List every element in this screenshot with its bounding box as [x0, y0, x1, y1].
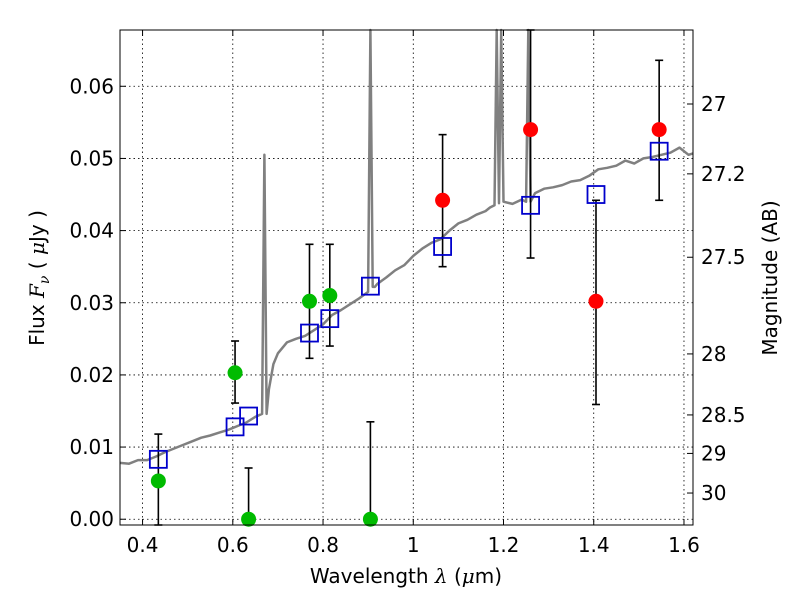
x-axis-label: Wavelength λ (μm)	[310, 564, 502, 588]
x-tick-label: 1.2	[488, 533, 520, 557]
y-tick-label: 0.02	[69, 363, 114, 387]
model-photometry-square	[433, 237, 452, 256]
green-point	[362, 511, 378, 527]
x-tick-label: 1.6	[668, 533, 700, 557]
model-photometry-square	[649, 141, 669, 161]
y-axis: 0.00 0.01 0.02 0.03 0.04 0.05 0.06	[69, 74, 126, 531]
red-point	[588, 293, 604, 309]
x-axis-label-text: Wavelength	[310, 564, 435, 588]
red-points	[435, 122, 667, 309]
model-photometry-square	[239, 406, 258, 426]
model-photometry-squares	[148, 141, 669, 469]
model-photometry-square	[521, 195, 540, 215]
y2-axis-label: Magnitude (AB)	[758, 200, 782, 355]
y2-tick-label: 29	[701, 441, 726, 465]
red-point	[435, 192, 451, 208]
model-photometry-square	[586, 185, 606, 204]
model-photometry-square	[148, 449, 168, 469]
y-axis-label: Flux Fν ( μJy )	[25, 210, 53, 346]
green-point	[227, 365, 243, 381]
y2-tick-label: 27	[701, 92, 726, 116]
y2-tick-label: 28.5	[701, 403, 746, 427]
green-point	[322, 288, 338, 304]
x-tick-label: 0.4	[127, 533, 159, 557]
plot-frame	[119, 29, 694, 526]
red-point	[651, 122, 667, 138]
x-tick-label: 1	[407, 533, 420, 557]
error-bars	[154, 29, 664, 526]
model-photometry-square	[320, 309, 340, 329]
y2-tick-label: 27.5	[701, 245, 746, 269]
x-tick-label: 0.6	[217, 533, 249, 557]
x-tick-label: 1.4	[578, 533, 610, 557]
green-points	[150, 288, 378, 527]
red-point	[523, 122, 539, 138]
green-point	[241, 511, 257, 527]
model-spectrum	[119, 28, 694, 465]
y-tick-label: 0.00	[69, 507, 114, 531]
x-axis: 0.4 0.6 0.8 1 1.2 1.4 1.6	[127, 30, 700, 557]
y-tick-label: 0.05	[69, 146, 114, 170]
y2-axis: 27 27.2 27.5 28 28.5 29 30	[687, 92, 746, 505]
grid	[120, 30, 693, 525]
green-point	[301, 293, 317, 309]
y2-tick-label: 28	[701, 342, 726, 366]
model-photometry-square	[361, 276, 380, 296]
y-tick-label: 0.03	[69, 291, 114, 315]
model-spectrum-line	[119, 28, 694, 465]
y-tick-label: 0.01	[69, 435, 114, 459]
model-photometry-square	[225, 417, 245, 437]
y2-tick-label: 30	[701, 481, 726, 505]
y-tick-label: 0.04	[69, 219, 114, 243]
model-photometry-square	[300, 323, 319, 343]
y-tick-label: 0.06	[69, 74, 114, 98]
green-point	[150, 473, 166, 489]
y2-tick-label: 27.2	[701, 162, 746, 186]
x-tick-label: 0.8	[307, 533, 339, 557]
